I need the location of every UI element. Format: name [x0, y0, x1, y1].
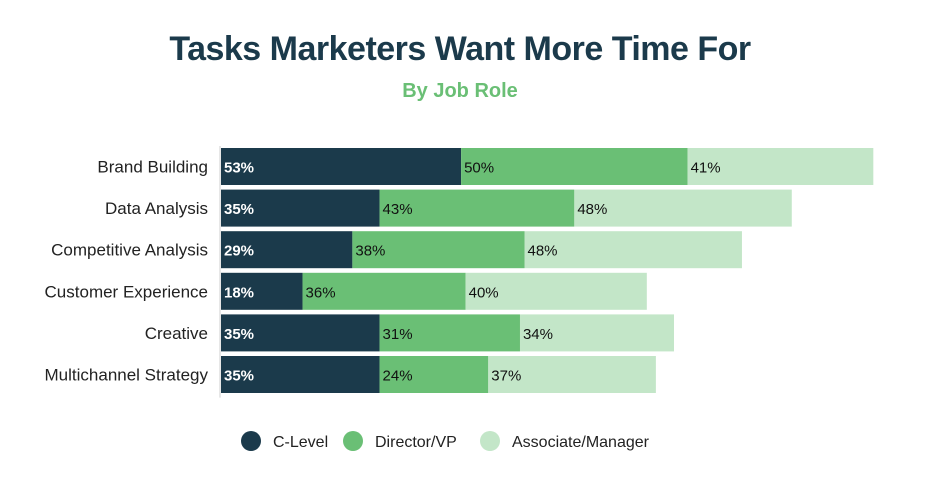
data-label: 35% — [224, 201, 254, 218]
bar-segment — [524, 231, 742, 269]
data-label: 50% — [464, 160, 494, 177]
data-label: 40% — [469, 284, 499, 301]
bar-segment — [488, 356, 656, 393]
data-label: 35% — [224, 368, 254, 385]
data-label: 36% — [306, 284, 336, 301]
bar-segment — [302, 272, 466, 310]
bar-segment — [221, 231, 353, 269]
bar-segment — [465, 272, 647, 310]
category-label: Competitive Analysis — [51, 241, 208, 260]
bar-segment — [461, 148, 688, 185]
data-label: 34% — [523, 326, 553, 343]
bar-segment — [221, 314, 380, 352]
bar-segment — [379, 189, 575, 227]
chart-subtitle: By Job Role — [402, 80, 518, 102]
legend-marker — [343, 431, 363, 451]
bar-segment — [379, 356, 489, 393]
bar-segment — [352, 231, 525, 269]
legend-label: Associate/Manager — [512, 434, 650, 451]
data-label: 35% — [224, 326, 254, 343]
legend-marker — [480, 431, 500, 451]
data-label: 41% — [691, 160, 721, 177]
data-label: 29% — [224, 243, 254, 260]
category-label: Data Analysis — [105, 199, 208, 218]
bar-segment — [519, 314, 674, 352]
bar-segment — [379, 314, 520, 352]
chart-title: Tasks Marketers Want More Time For — [169, 30, 751, 68]
legend-label: C-Level — [273, 434, 328, 451]
bar-segment — [687, 148, 874, 185]
category-label: Creative — [145, 324, 208, 343]
bar-segment — [221, 356, 380, 393]
data-label: 43% — [383, 201, 413, 218]
legend-marker — [241, 431, 261, 451]
bar-segment — [574, 189, 792, 227]
bar-segment — [221, 189, 380, 227]
category-label: Multichannel Strategy — [45, 366, 209, 385]
category-label: Customer Experience — [45, 282, 208, 301]
data-label: 31% — [383, 326, 413, 343]
bar-segment — [221, 148, 462, 185]
data-label: 48% — [577, 201, 607, 218]
legend-label: Director/VP — [375, 434, 457, 451]
data-label: 38% — [355, 243, 385, 260]
data-label: 18% — [224, 284, 254, 301]
data-label: 53% — [224, 160, 254, 177]
data-label: 37% — [491, 368, 521, 385]
data-label: 24% — [383, 368, 413, 385]
data-label: 48% — [528, 243, 558, 260]
bar-segment — [221, 272, 303, 310]
category-label: Brand Building — [97, 158, 208, 177]
